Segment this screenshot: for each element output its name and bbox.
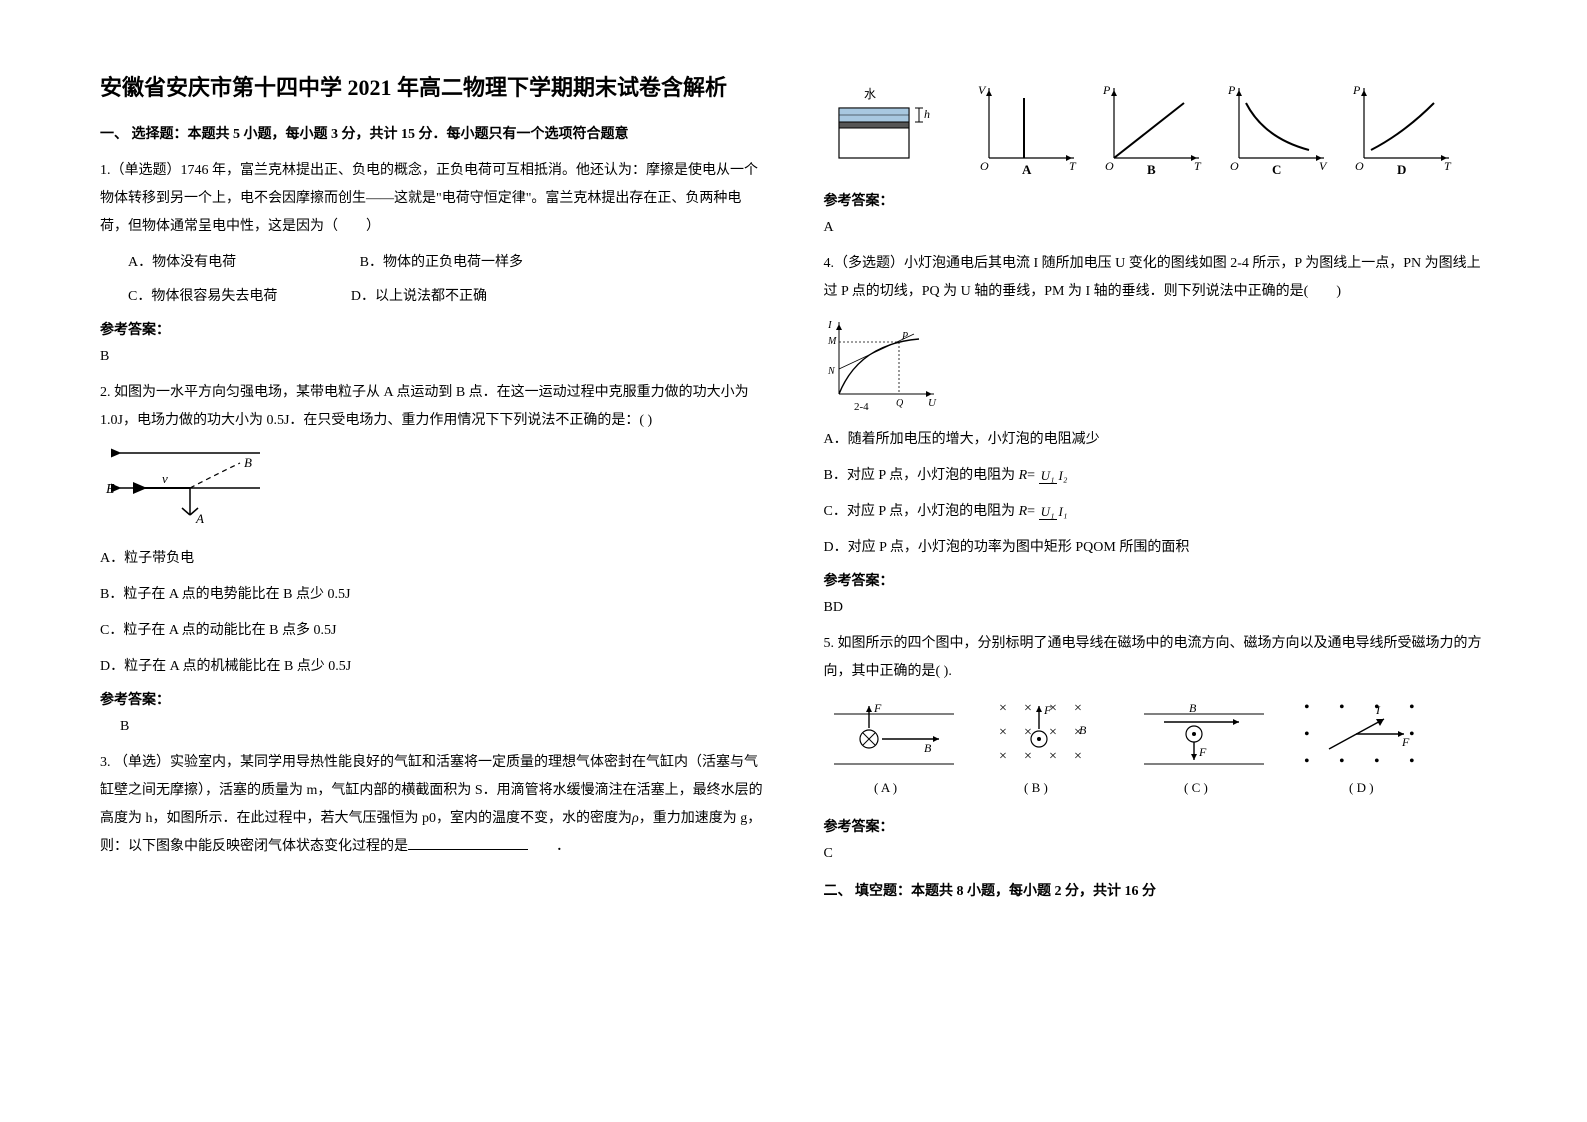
svg-text:•: •: [1409, 726, 1415, 743]
q4-text: 4.（多选题）小灯泡通电后其电流 I 随所加电压 U 变化的图线如图 2-4 所…: [824, 250, 1488, 306]
q2-answer-label: 参考答案：: [100, 689, 764, 709]
svg-text:P: P: [901, 331, 908, 342]
q4-optA: A．随着所加电压的增大，小灯泡的电阻减少: [824, 426, 1488, 454]
svg-text:C: C: [1272, 162, 1281, 177]
svg-text:•: •: [1304, 699, 1310, 716]
q4-answer: BD: [824, 600, 1488, 616]
q2-label-A: A: [195, 511, 204, 526]
svg-text:U: U: [928, 397, 937, 409]
svg-text:F: F: [1401, 735, 1410, 749]
q2-label-B: B: [244, 455, 252, 470]
svg-text:V: V: [1319, 159, 1328, 173]
svg-text:P: P: [1227, 83, 1236, 97]
svg-text:D: D: [1397, 162, 1406, 177]
q2-text: 2. 如图为一水平方向匀强电场，某带电粒子从 A 点运动到 B 点．在这一运动过…: [100, 379, 764, 435]
q5-answer-label: 参考答案：: [824, 816, 1488, 836]
svg-text:•: •: [1304, 726, 1310, 743]
svg-text:( B ): ( B ): [1024, 780, 1048, 795]
svg-text:T: T: [1194, 159, 1202, 173]
svg-text:T: T: [1444, 159, 1452, 173]
q5-diagram-row: F B ( A ) ×××× ×××× ×××× F B ( B ): [824, 694, 1444, 804]
svg-text:V: V: [978, 83, 987, 97]
svg-text:×: ×: [1024, 749, 1032, 764]
svg-text:×: ×: [999, 725, 1007, 740]
q4-optC: C．对应 P 点，小灯泡的电阻为 R= U₁I₁: [824, 498, 1488, 526]
svg-text:F: F: [1043, 703, 1052, 717]
svg-text:B: B: [924, 741, 932, 755]
q1-options-row2: C．物体很容易失去电荷 D．以上说法都不正确: [100, 283, 764, 311]
svg-text:( D ): ( D ): [1349, 780, 1374, 795]
q2-diagram: E v B A: [100, 443, 270, 533]
svg-text:O: O: [1230, 159, 1239, 173]
svg-text:F: F: [873, 701, 882, 715]
q1-optC: C．物体很容易失去电荷: [128, 283, 277, 311]
svg-text:×: ×: [1024, 701, 1032, 716]
q3-answer-label: 参考答案：: [824, 190, 1488, 210]
svg-text:( A ): ( A ): [874, 780, 897, 795]
svg-text:O: O: [980, 159, 989, 173]
svg-text:O: O: [1105, 159, 1114, 173]
q1-optA: A．物体没有电荷: [128, 249, 236, 277]
q1-answer: B: [100, 349, 764, 365]
svg-text:P: P: [1352, 83, 1361, 97]
section-2-header: 二、 填空题：本题共 8 小题，每小题 2 分，共计 16 分: [824, 880, 1488, 900]
q3-water-label: 水: [864, 87, 876, 101]
svg-text:B: B: [1189, 701, 1197, 715]
q3-text: 3. （单选）实验室内，某同学用导热性能良好的气缸和活塞将一定质量的理想气体密封…: [100, 749, 764, 861]
svg-text:×: ×: [1049, 749, 1057, 764]
svg-text:M: M: [827, 336, 837, 347]
q4-diagram: P N Q M I U 2-4: [824, 314, 944, 414]
q4-optD: D．对应 P 点，小灯泡的功率为图中矩形 PQOM 所围的面积: [824, 534, 1488, 562]
svg-text:B: B: [1147, 162, 1156, 177]
svg-text:O: O: [1355, 159, 1364, 173]
svg-text:T: T: [1069, 159, 1077, 173]
q3-h-label: h: [924, 107, 930, 121]
svg-text:I: I: [1375, 703, 1381, 717]
left-column: 安徽省安庆市第十四中学 2021 年高二物理下学期期末试卷含解析 一、 选择题：…: [100, 70, 764, 900]
svg-text:×: ×: [999, 749, 1007, 764]
svg-text:•: •: [1339, 699, 1345, 716]
svg-text:F: F: [1198, 745, 1207, 759]
q1-optB: B．物体的正负电荷一样多: [360, 255, 523, 270]
q2-label-E: E: [105, 482, 115, 497]
right-column: 水 h V T O A: [824, 70, 1488, 900]
svg-text:•: •: [1409, 699, 1415, 716]
q2-optB: B．粒子在 A 点的电势能比在 B 点少 0.5J: [100, 581, 764, 609]
svg-text:×: ×: [1049, 725, 1057, 740]
q4-answer-label: 参考答案：: [824, 570, 1488, 590]
svg-text:B: B: [1079, 723, 1087, 737]
exam-title: 安徽省安庆市第十四中学 2021 年高二物理下学期期末试卷含解析: [100, 70, 764, 105]
svg-text:A: A: [1022, 162, 1032, 177]
svg-text:( C ): ( C ): [1184, 780, 1208, 795]
q2-optA: A．粒子带负电: [100, 545, 764, 573]
q2-optC: C．粒子在 A 点的动能比在 B 点多 0.5J: [100, 617, 764, 645]
q5-text: 5. 如图所示的四个图中，分别标明了通电导线在磁场中的电流方向、磁场方向以及通电…: [824, 630, 1488, 686]
svg-text:2-4: 2-4: [854, 401, 869, 413]
svg-text:•: •: [1339, 753, 1345, 770]
svg-text:×: ×: [1074, 749, 1082, 764]
svg-text:I: I: [827, 319, 833, 331]
q1-optD: D．以上说法都不正确: [351, 289, 487, 304]
section-1-header: 一、 选择题：本题共 5 小题，每小题 3 分，共计 15 分．每小题只有一个选…: [100, 123, 764, 143]
q2-optD: D．粒子在 A 点的机械能比在 B 点少 0.5J: [100, 653, 764, 681]
svg-text:•: •: [1374, 753, 1380, 770]
svg-text:•: •: [1409, 753, 1415, 770]
q5-answer: C: [824, 846, 1488, 862]
q3-answer: A: [824, 220, 1488, 236]
q3-diagram-row: 水 h V T O A: [824, 78, 1464, 178]
svg-text:•: •: [1304, 753, 1310, 770]
q1-options-row1: A．物体没有电荷 B．物体的正负电荷一样多: [100, 249, 764, 277]
q1-answer-label: 参考答案：: [100, 319, 764, 339]
q4-optB: B．对应 P 点，小灯泡的电阻为 R= U₁I₂: [824, 462, 1488, 490]
svg-text:N: N: [827, 366, 836, 377]
q2-answer: B: [120, 719, 764, 735]
q3-blank: [408, 836, 528, 850]
svg-text:Q: Q: [896, 398, 904, 409]
svg-text:×: ×: [999, 701, 1007, 716]
q2-label-v: v: [162, 471, 168, 486]
q1-text: 1.（单选题）1746 年，富兰克林提出正、负电的概念，正负电荷可互相抵消。他还…: [100, 157, 764, 241]
svg-text:×: ×: [1074, 701, 1082, 716]
svg-text:P: P: [1102, 83, 1111, 97]
